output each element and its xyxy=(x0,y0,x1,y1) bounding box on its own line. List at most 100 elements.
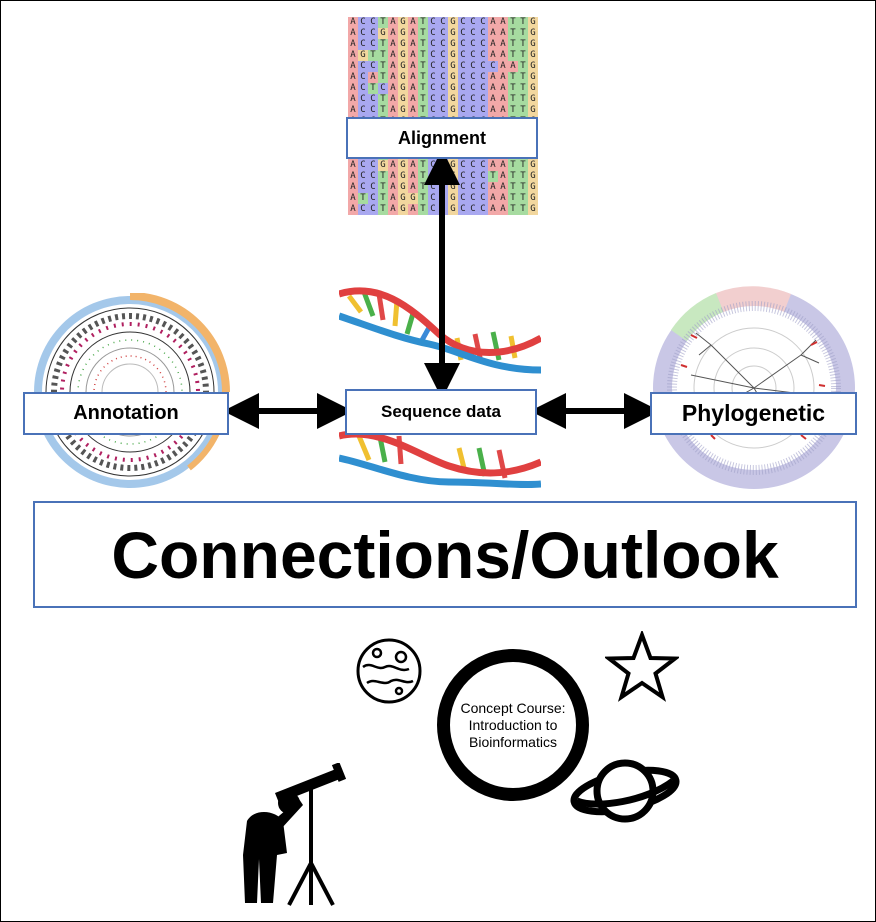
alignment-base: T xyxy=(418,182,428,193)
alignment-base: C xyxy=(428,50,438,61)
alignment-base: C xyxy=(478,171,488,182)
alignment-base: C xyxy=(438,105,448,116)
alignment-base: A xyxy=(488,94,498,105)
alignment-base: T xyxy=(378,204,388,215)
alignment-base: T xyxy=(378,61,388,72)
alignment-base: C xyxy=(358,171,368,182)
alignment-base: A xyxy=(388,39,398,50)
alignment-base: C xyxy=(468,39,478,50)
alignment-base: C xyxy=(368,204,378,215)
alignment-base: A xyxy=(388,105,398,116)
alignment-base: C xyxy=(478,105,488,116)
alignment-node: Alignment xyxy=(346,117,538,159)
alignment-base: A xyxy=(348,105,358,116)
alignment-base: A xyxy=(498,193,508,204)
alignment-base: C xyxy=(478,50,488,61)
alignment-base: G xyxy=(358,50,368,61)
alignment-base: G xyxy=(398,50,408,61)
alignment-base: T xyxy=(378,72,388,83)
alignment-base: A xyxy=(348,204,358,215)
page-title: Connections/Outlook xyxy=(33,501,857,608)
alignment-base: T xyxy=(418,61,428,72)
alignment-base: C xyxy=(358,182,368,193)
alignment-base: T xyxy=(418,72,428,83)
alignment-base: T xyxy=(378,39,388,50)
star-icon xyxy=(605,631,679,702)
alignment-base: C xyxy=(368,17,378,28)
alignment-base: A xyxy=(388,17,398,28)
alignment-base: G xyxy=(448,50,458,61)
alignment-base: C xyxy=(468,105,478,116)
alignment-base: C xyxy=(488,61,498,72)
alignment-base: A xyxy=(488,28,498,39)
alignment-base: C xyxy=(458,83,468,94)
alignment-base: C xyxy=(428,105,438,116)
alignment-base: C xyxy=(368,39,378,50)
alignment-base: T xyxy=(418,204,428,215)
alignment-base: T xyxy=(508,94,518,105)
alignment-base: A xyxy=(408,50,418,61)
alignment-base: A xyxy=(348,39,358,50)
alignment-base: T xyxy=(418,50,428,61)
alignment-base: A xyxy=(388,171,398,182)
alignment-base: G xyxy=(398,105,408,116)
alignment-base: A xyxy=(408,160,418,171)
alignment-base: T xyxy=(418,28,428,39)
alignment-base: G xyxy=(448,39,458,50)
alignment-base: C xyxy=(368,193,378,204)
alignment-base: T xyxy=(488,171,498,182)
alignment-base: C xyxy=(478,160,488,171)
alignment-base: G xyxy=(448,28,458,39)
alignment-base: T xyxy=(518,17,528,28)
course-line-1: Concept Course: xyxy=(460,699,566,716)
alignment-base: G xyxy=(528,182,538,193)
alignment-base: C xyxy=(438,61,448,72)
alignment-base: T xyxy=(508,17,518,28)
alignment-base: A xyxy=(408,105,418,116)
alignment-base: T xyxy=(508,193,518,204)
alignment-base: A xyxy=(498,28,508,39)
alignment-base: T xyxy=(418,193,428,204)
alignment-base: C xyxy=(468,72,478,83)
alignment-base: A xyxy=(498,160,508,171)
alignment-base: A xyxy=(408,39,418,50)
alignment-base: A xyxy=(488,160,498,171)
alignment-base: T xyxy=(518,83,528,94)
alignment-base: G xyxy=(398,17,408,28)
alignment-base: G xyxy=(378,28,388,39)
alignment-base: C xyxy=(478,204,488,215)
alignment-base: G xyxy=(528,94,538,105)
alignment-base: A xyxy=(498,61,508,72)
alignment-base: T xyxy=(508,50,518,61)
alignment-base: A xyxy=(498,72,508,83)
alignment-base: G xyxy=(448,94,458,105)
alignment-base: C xyxy=(478,83,488,94)
astronomer-telescope-icon xyxy=(243,763,347,906)
alignment-base: A xyxy=(408,204,418,215)
alignment-base: C xyxy=(458,204,468,215)
alignment-base: T xyxy=(418,105,428,116)
alignment-base: T xyxy=(378,94,388,105)
alignment-base: C xyxy=(428,83,438,94)
alignment-base: A xyxy=(408,28,418,39)
alignment-base: C xyxy=(478,182,488,193)
alignment-base: C xyxy=(458,193,468,204)
alignment-base: A xyxy=(408,171,418,182)
alignment-base: G xyxy=(528,83,538,94)
alignment-base: C xyxy=(358,17,368,28)
alignment-base: C xyxy=(358,39,368,50)
alignment-base: T xyxy=(508,160,518,171)
alignment-base: C xyxy=(438,17,448,28)
alignment-row: ATCTAGGTCCGCCCAATTG xyxy=(348,193,538,204)
alignment-base: C xyxy=(358,72,368,83)
alignment-base: C xyxy=(468,94,478,105)
alignment-base: T xyxy=(378,182,388,193)
alignment-base: C xyxy=(458,72,468,83)
annotation-node: Annotation xyxy=(23,392,229,435)
alignment-base: C xyxy=(458,182,468,193)
alignment-base: G xyxy=(398,182,408,193)
alignment-base: A xyxy=(488,204,498,215)
alignment-base: A xyxy=(388,204,398,215)
